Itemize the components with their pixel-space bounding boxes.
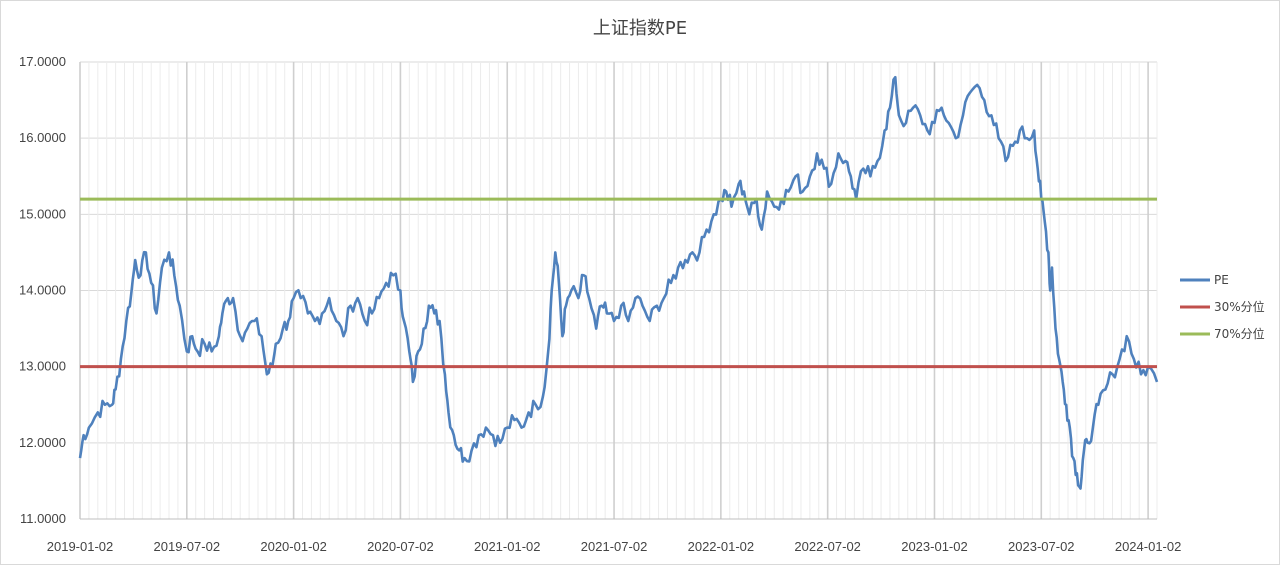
x-tick-label: 2020-01-02 <box>260 539 327 554</box>
y-tick-label: 15.0000 <box>19 206 66 221</box>
x-tick-label: 2021-07-02 <box>581 539 648 554</box>
series-line-PE <box>78 75 1159 490</box>
y-tick-label: 17.0000 <box>19 54 66 69</box>
x-tick-label: 2022-07-02 <box>794 539 861 554</box>
x-tick-label: 2020-07-02 <box>367 539 434 554</box>
y-tick-label: 12.0000 <box>19 435 66 450</box>
axis-layer: 11.0000 12.0000 13.0000 14.0000 15.0000 16.00… <box>19 54 1181 554</box>
legend-label: 30%分位 <box>1214 299 1265 314</box>
x-tick-label: 2019-07-02 <box>154 539 221 554</box>
y-tick-label: 11.0000 <box>20 511 66 526</box>
legend: PE 30%分位 70%分位 <box>1180 273 1265 341</box>
x-tick-label: 2021-01-02 <box>474 539 541 554</box>
legend-label: PE <box>1214 273 1229 287</box>
series-layer <box>78 75 1159 490</box>
x-tick-label: 2023-07-02 <box>1008 539 1075 554</box>
x-tick-label: 2019-01-02 <box>47 539 114 554</box>
x-tick-label: 2023-01-02 <box>901 539 968 554</box>
y-tick-label: 16.0000 <box>19 130 66 145</box>
x-tick-label: 2024-01-02 <box>1115 539 1182 554</box>
y-tick-label: 14.0000 <box>19 283 66 298</box>
x-tick-label: 2022-01-02 <box>688 539 755 554</box>
y-tick-label: 13.0000 <box>19 359 66 374</box>
chart-title: 上证指数PE <box>593 18 687 39</box>
legend-label: 70%分位 <box>1214 326 1265 341</box>
